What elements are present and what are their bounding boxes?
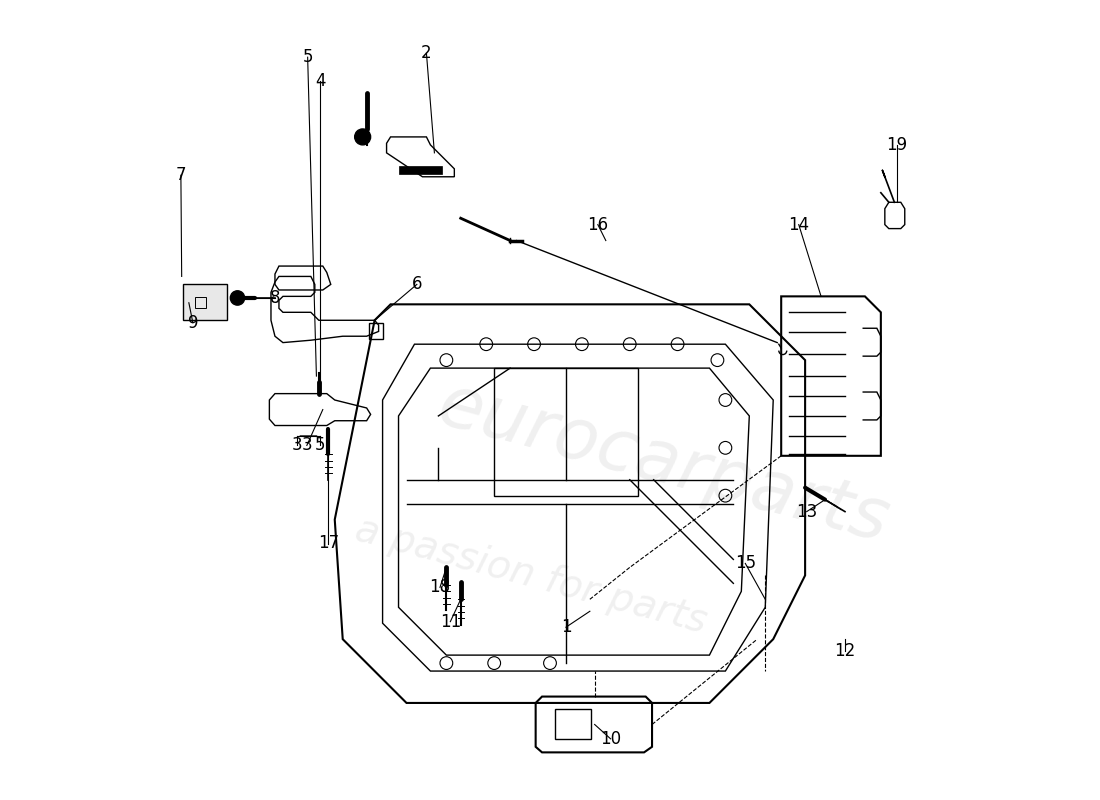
Text: 16: 16 bbox=[587, 216, 608, 234]
Text: eurocarparts: eurocarparts bbox=[430, 370, 896, 557]
Text: 17: 17 bbox=[318, 534, 339, 553]
Text: 3: 3 bbox=[301, 437, 312, 454]
Bar bbox=[554, 709, 591, 739]
Circle shape bbox=[354, 129, 371, 145]
Text: 4: 4 bbox=[315, 72, 326, 90]
Text: 10: 10 bbox=[600, 730, 621, 748]
Text: 5: 5 bbox=[302, 48, 312, 66]
Text: 3: 3 bbox=[292, 437, 302, 454]
PathPatch shape bbox=[184, 285, 227, 320]
Bar bbox=[398, 166, 442, 174]
Text: 9: 9 bbox=[188, 314, 198, 332]
Text: 1: 1 bbox=[561, 618, 571, 636]
Text: 2: 2 bbox=[421, 44, 431, 62]
Text: a passion for parts: a passion for parts bbox=[351, 510, 711, 641]
Bar bbox=[195, 297, 207, 308]
Text: 11: 11 bbox=[440, 613, 461, 630]
Text: 6: 6 bbox=[411, 275, 422, 294]
Bar bbox=[494, 368, 638, 496]
Text: 8: 8 bbox=[270, 289, 280, 307]
Circle shape bbox=[230, 290, 244, 305]
Text: 18: 18 bbox=[429, 578, 451, 596]
Text: 19: 19 bbox=[887, 136, 907, 154]
Bar bbox=[368, 322, 383, 338]
Text: 14: 14 bbox=[789, 216, 810, 234]
Text: 15: 15 bbox=[735, 554, 756, 573]
Text: 13: 13 bbox=[796, 502, 817, 521]
Text: 12: 12 bbox=[834, 642, 856, 660]
Text: 7: 7 bbox=[176, 166, 186, 184]
Text: 5: 5 bbox=[315, 437, 324, 454]
